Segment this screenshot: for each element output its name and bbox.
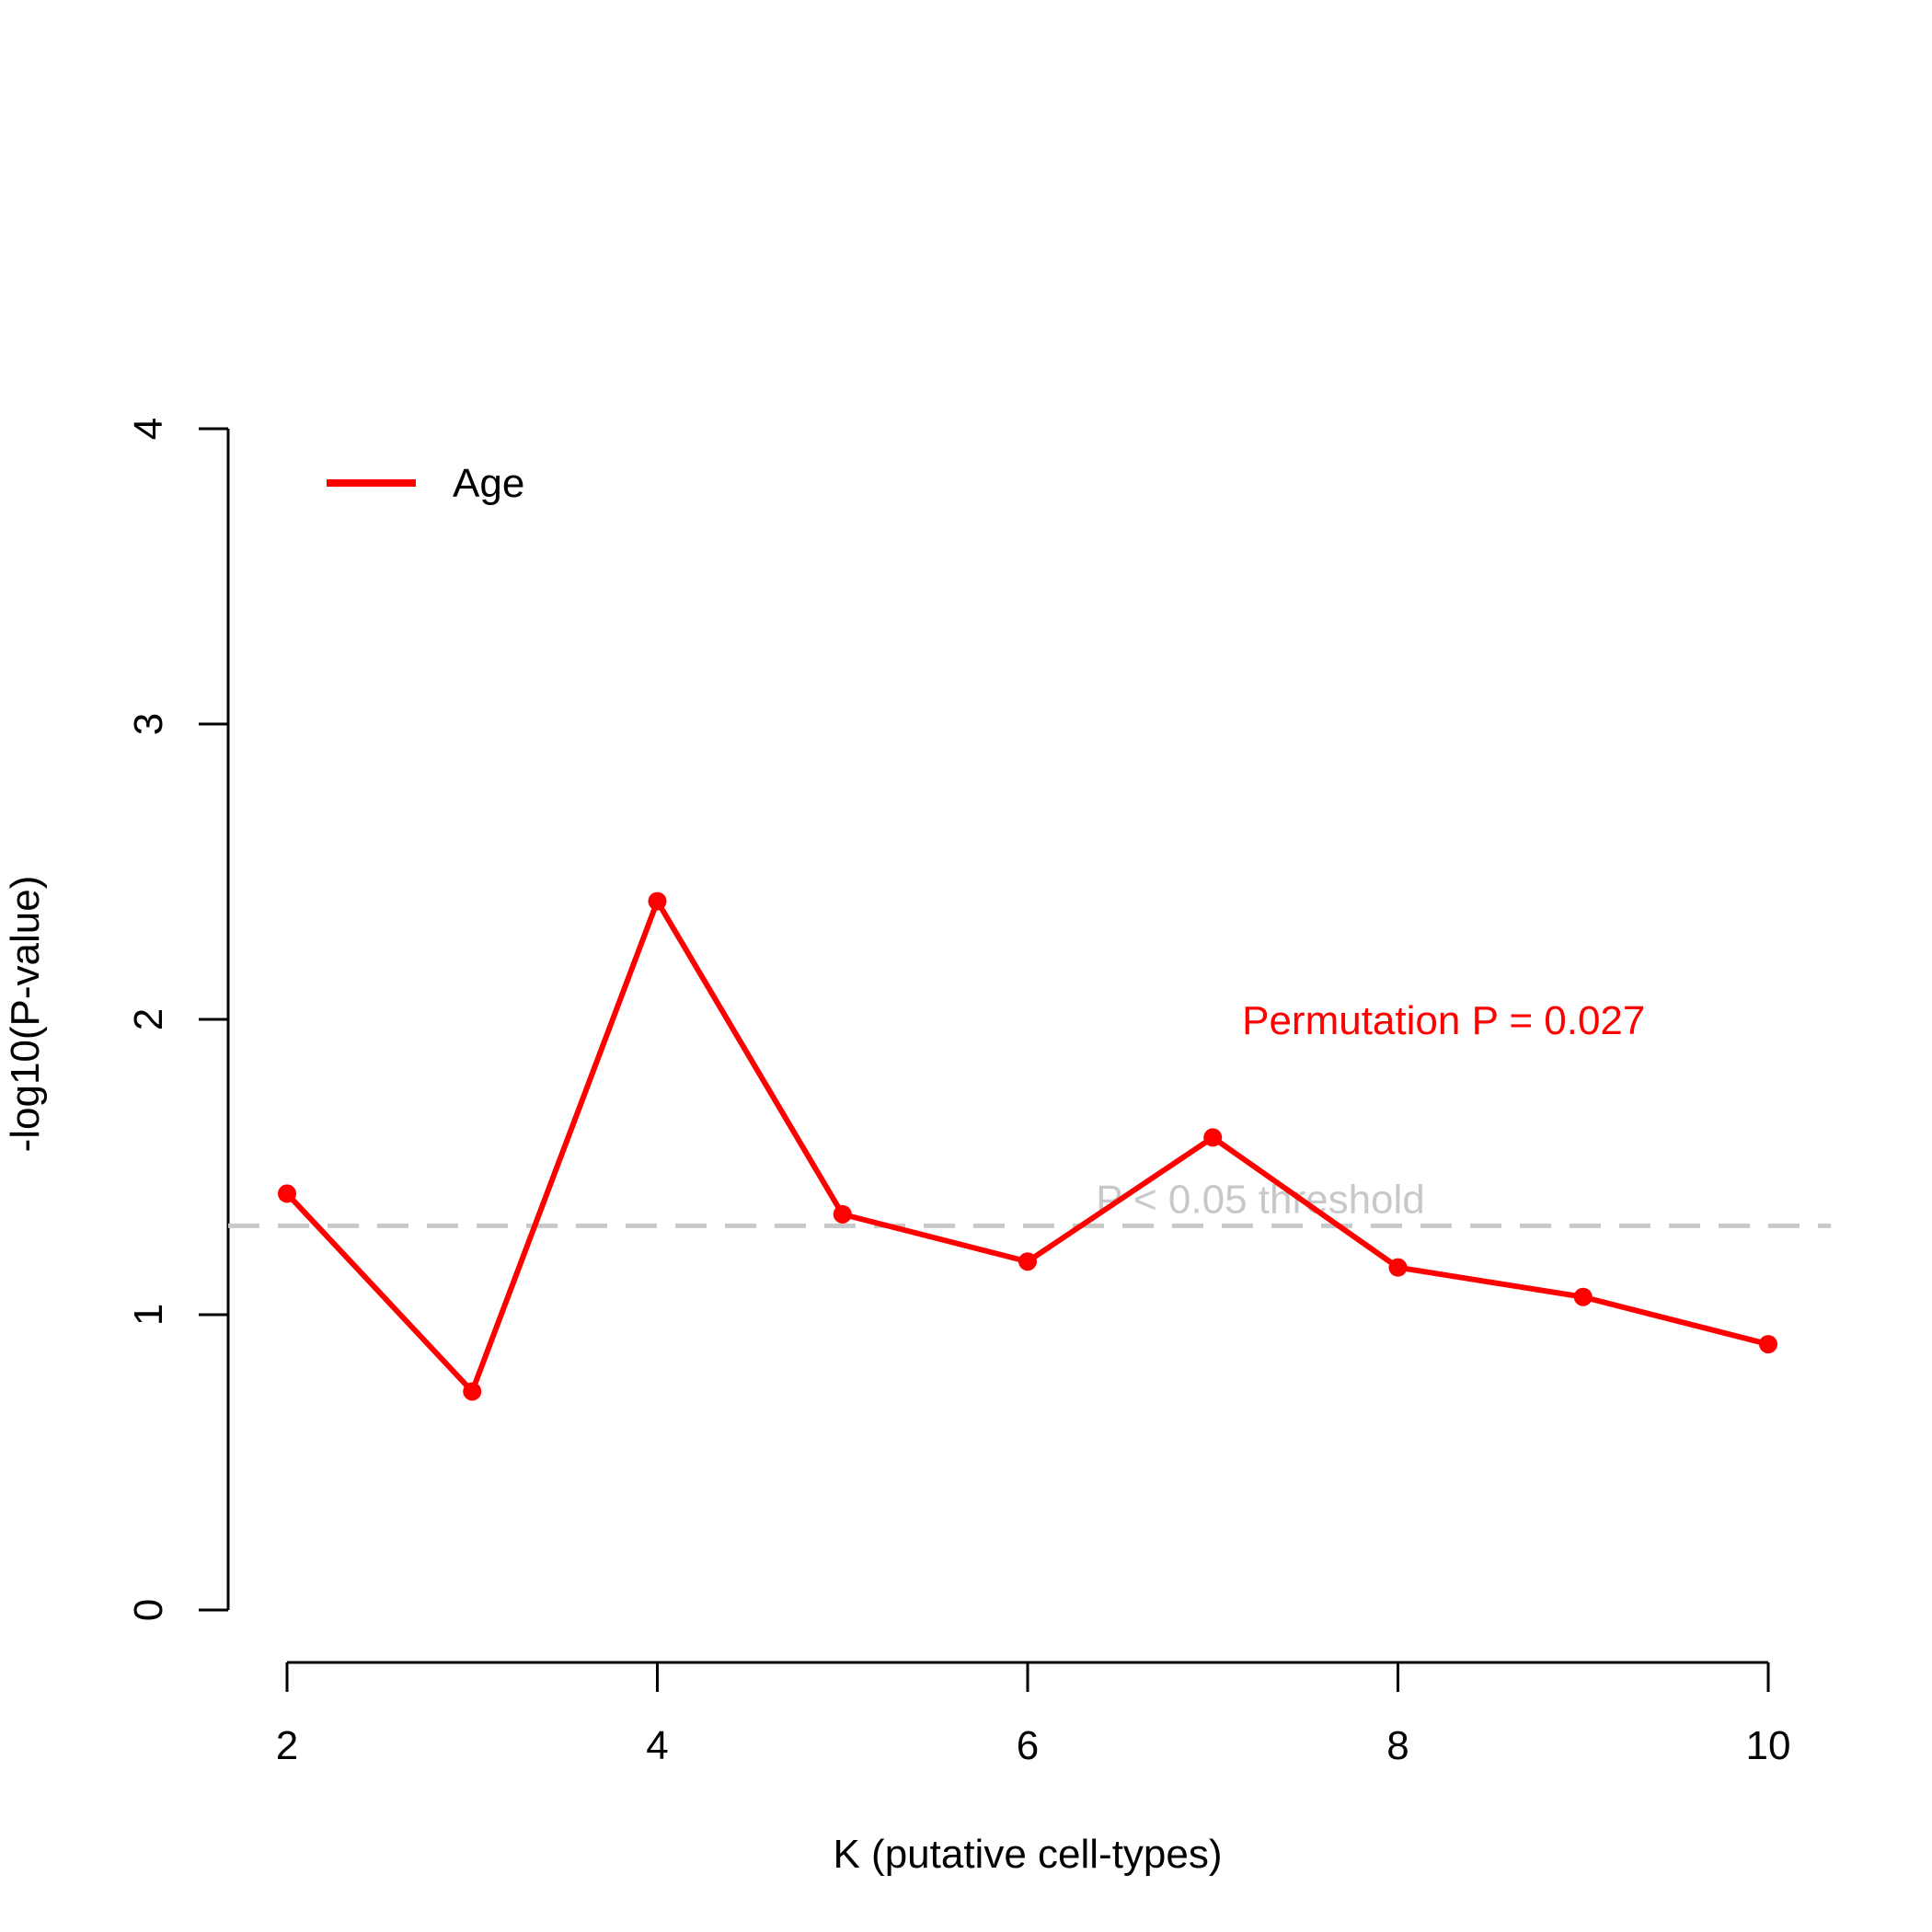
data-point <box>1018 1252 1037 1271</box>
y-tick-label: 1 <box>126 1304 171 1326</box>
data-point <box>463 1382 482 1401</box>
y-tick-label: 4 <box>126 418 171 440</box>
x-tick-label: 8 <box>1386 1723 1409 1768</box>
x-tick-label: 10 <box>1746 1723 1791 1768</box>
data-point <box>278 1184 296 1203</box>
y-tick-label: 3 <box>126 713 171 735</box>
x-axis: 2 4 6 8 10 <box>276 1661 1791 1768</box>
y-axis: 0 1 2 3 4 <box>126 418 230 1621</box>
x-tick-label: 4 <box>646 1723 668 1768</box>
y-tick-label: 2 <box>126 1008 171 1030</box>
series-layer <box>278 891 1777 1401</box>
series-line-age <box>284 898 1769 1395</box>
data-point <box>1573 1287 1593 1306</box>
data-point <box>833 1204 852 1224</box>
x-tick-label: 2 <box>276 1723 298 1768</box>
data-point <box>1203 1128 1223 1147</box>
x-axis-title: K (putative cell-types) <box>833 1832 1222 1877</box>
legend-label-age: Age <box>453 461 524 506</box>
permutation-annotation: Permutation P = 0.027 <box>1242 998 1645 1043</box>
data-point <box>1759 1335 1777 1354</box>
data-point <box>1388 1258 1408 1277</box>
y-axis-title: -log10(P-value) <box>3 876 48 1153</box>
legend: Age <box>327 461 524 506</box>
y-tick-label: 0 <box>126 1599 171 1621</box>
threshold-label: P < 0.05 threshold <box>1096 1177 1425 1222</box>
data-point <box>648 891 667 911</box>
x-tick-label: 6 <box>1017 1723 1039 1768</box>
threshold-line-group: P < 0.05 threshold <box>228 1177 1831 1228</box>
